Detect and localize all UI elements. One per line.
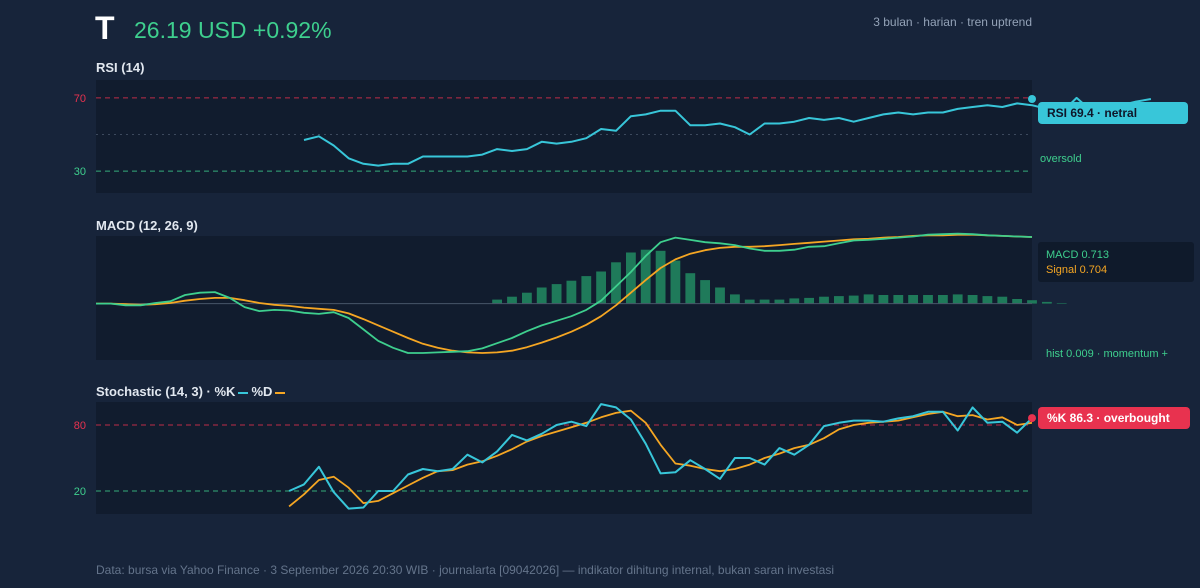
rsi-oversold-label: oversold	[1040, 153, 1082, 165]
macd-histogram-bar	[834, 296, 844, 304]
rsi-panel-title: RSI (14)	[96, 60, 145, 75]
macd-histogram-bar	[744, 299, 755, 304]
macd-histogram-bar	[997, 296, 1008, 304]
macd-histogram-bar	[1012, 299, 1022, 304]
macd-histogram-bar	[1042, 301, 1052, 304]
signal-value-label: Signal 0.704	[1046, 264, 1108, 276]
k-legend-swatch	[238, 391, 249, 394]
macd-histogram-bar	[685, 273, 696, 304]
macd-histogram-bar	[670, 260, 681, 304]
macd-histogram-bar	[908, 295, 918, 304]
macd-line	[96, 232, 1033, 354]
ticker-symbol: T	[95, 10, 115, 46]
macd-histogram-bar	[1056, 303, 1067, 304]
stoch-last-point	[1028, 414, 1036, 423]
stoch-tick-20: 20	[74, 486, 86, 498]
macd-histogram-bar	[596, 271, 606, 304]
macd-histogram-bar	[759, 299, 770, 304]
rsi-value-badge: RSI 69.4 · netral	[1038, 102, 1188, 124]
macd-histogram-bar	[640, 249, 651, 304]
macd-histogram-bar	[522, 292, 532, 304]
macd-histogram-bar	[1027, 300, 1037, 304]
macd-panel-title: MACD (12, 26, 9)	[96, 218, 198, 233]
macd-histogram-bar	[893, 295, 904, 304]
rsi-line	[303, 96, 1152, 167]
rsi-tick-30: 30	[74, 166, 86, 178]
stoch-value-badge: %K 86.3 · overbought	[1038, 407, 1190, 429]
macd-histogram-bar	[611, 262, 621, 304]
stoch-tick-80: 80	[74, 420, 86, 432]
macd-histogram-bar	[730, 294, 740, 304]
macd-panel	[96, 236, 1032, 360]
macd-histogram-bar	[507, 296, 517, 304]
macd-value-label: MACD 0.713	[1046, 249, 1109, 261]
macd-histogram-bar	[566, 280, 577, 304]
macd-histogram-bar	[819, 296, 829, 304]
macd-histogram-bar	[923, 295, 933, 304]
macd-value-box: MACD 0.713 Signal 0.704	[1038, 242, 1194, 282]
rsi-last-point	[1028, 94, 1036, 103]
macd-histogram-bar	[700, 280, 710, 304]
stoch-panel-title: Stochastic (14, 3) · %K %D	[96, 384, 288, 399]
d-legend-swatch	[275, 391, 286, 394]
macd-histogram-bar	[938, 295, 948, 304]
macd-histogram-bar	[878, 295, 889, 304]
stoch-title-text: Stochastic (14, 3) · %K	[96, 384, 236, 399]
macd-histogram-bar	[967, 295, 978, 304]
stoch-d-line	[288, 409, 1033, 508]
macd-histogram-bar	[715, 287, 725, 304]
macd-histogram-bar	[551, 284, 562, 304]
macd-histogram-bar	[952, 294, 963, 304]
chart-meta: 3 bulan · harian · tren uptrend	[873, 15, 1032, 29]
macd-histogram-bar	[804, 297, 814, 304]
histogram-label: hist 0.009 · momentum +	[1046, 348, 1168, 360]
price-change: 26.19 USD +0.92%	[134, 17, 332, 43]
macd-histogram-bar	[581, 276, 592, 304]
macd-histogram-bar	[863, 294, 874, 304]
macd-histogram-bar	[982, 296, 993, 304]
macd-histogram-bar	[848, 295, 859, 304]
macd-histogram-bar	[626, 252, 636, 304]
signal-line	[96, 233, 1033, 354]
macd-histogram-bar	[655, 250, 666, 304]
macd-histogram-bar	[789, 298, 800, 304]
macd-histogram-bar	[536, 287, 547, 304]
macd-histogram-bar	[774, 299, 785, 304]
footer-source: Data: bursa via Yahoo Finance · 3 Septem…	[96, 563, 834, 577]
macd-histogram-bar	[492, 299, 502, 304]
stoch-legend-d: %D	[251, 384, 273, 399]
stoch-k-line	[288, 403, 1033, 510]
rsi-panel	[96, 80, 1032, 193]
rsi-tick-70: 70	[74, 93, 86, 105]
